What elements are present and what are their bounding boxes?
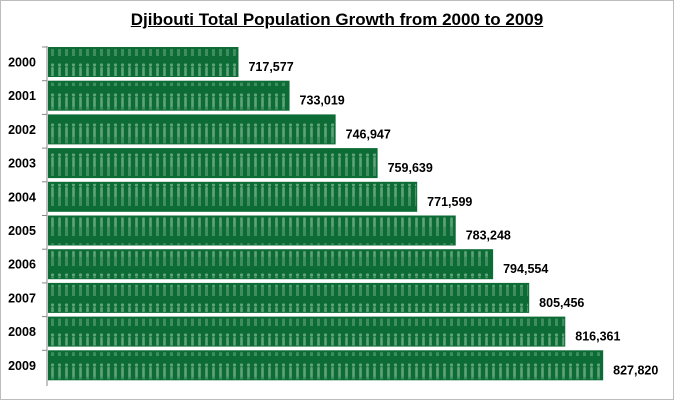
bar-pattern-2000 (49, 49, 238, 76)
bar-pattern-2003 (49, 150, 377, 178)
data-label: 733,019 (300, 94, 345, 108)
category-label: 2002 (8, 123, 36, 137)
category-label: 2000 (8, 56, 36, 70)
bar-pattern-2002 (49, 116, 335, 144)
data-label: 746,947 (346, 127, 391, 141)
data-label: 717,577 (248, 60, 293, 74)
bar-pattern-2009 (49, 352, 603, 380)
category-label: 2001 (8, 89, 36, 103)
category-label: 2003 (8, 157, 36, 171)
bar-pattern-2001 (49, 82, 289, 110)
data-label: 827,820 (613, 363, 658, 377)
data-label: 794,554 (503, 262, 548, 276)
data-label: 759,639 (388, 161, 433, 175)
data-label: 805,456 (539, 296, 584, 310)
category-label: 2005 (8, 224, 36, 238)
bar-pattern-2005 (49, 217, 455, 245)
category-label: 2009 (8, 359, 36, 373)
data-label: 783,248 (466, 229, 511, 243)
bar-pattern-2008 (49, 318, 565, 346)
bar-pattern-2007 (49, 284, 529, 312)
bar-pattern-2004 (49, 183, 417, 211)
category-label: 2007 (8, 291, 36, 305)
bar-pattern-2006 (49, 251, 493, 279)
category-label: 2004 (8, 190, 36, 204)
category-label: 2006 (8, 258, 36, 272)
data-label: 771,599 (427, 195, 472, 209)
category-label: 2008 (8, 325, 36, 339)
chart-title: Djibouti Total Population Growth from 20… (130, 10, 544, 29)
data-label: 816,361 (575, 330, 620, 344)
